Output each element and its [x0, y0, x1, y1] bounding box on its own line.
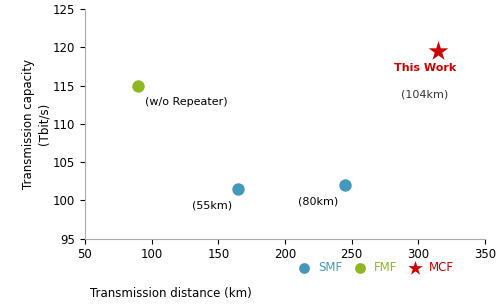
- Y-axis label: Transmission capacity
(Tbit/s): Transmission capacity (Tbit/s): [22, 59, 50, 189]
- Text: (w/o Repeater): (w/o Repeater): [145, 97, 228, 107]
- Point: [434, 49, 442, 54]
- Legend: SMF, FMF, MCF: SMF, FMF, MCF: [292, 261, 454, 274]
- Text: This Work: This Work: [394, 63, 456, 73]
- Text: (104km): (104km): [402, 90, 448, 99]
- Text: Transmission distance (km): Transmission distance (km): [90, 287, 252, 300]
- Text: (80km): (80km): [298, 197, 339, 207]
- Text: (55km): (55km): [192, 200, 232, 211]
- Point: [341, 183, 349, 188]
- Point: [134, 83, 142, 88]
- Point: [234, 187, 242, 192]
